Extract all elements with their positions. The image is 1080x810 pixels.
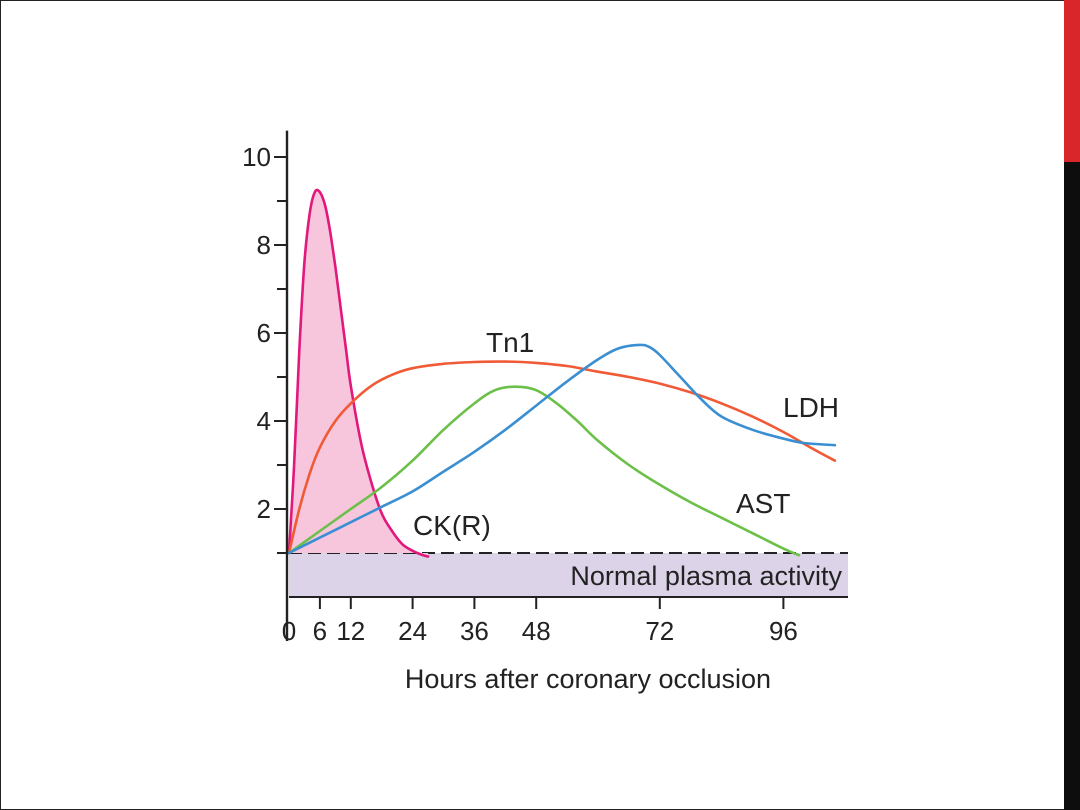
series-label-tn1: Tn1 <box>486 327 534 358</box>
series-label-ast: AST <box>736 488 790 519</box>
x-tick-label-24: 24 <box>398 616 427 646</box>
series-line-tn1 <box>287 360 837 555</box>
y-tick-label-10: 10 <box>242 142 271 172</box>
series-line-ldh <box>287 343 837 555</box>
x-tick-label-96: 96 <box>769 616 798 646</box>
labels-layer: CK(R) Tn1 AST LDH <box>413 327 839 541</box>
series-label-ldh: LDH <box>783 392 839 423</box>
y-tick-label-4: 4 <box>257 406 271 436</box>
normal-band <box>289 553 848 597</box>
side-accent-bar-black <box>1064 0 1080 810</box>
x-tick-label-48: 48 <box>522 616 551 646</box>
side-accent-bar-red <box>1064 0 1080 162</box>
series-line-ck-r <box>287 188 430 558</box>
y-tick-label-2: 2 <box>257 494 271 524</box>
x-tick-label-72: 72 <box>645 616 674 646</box>
y-tick-label-8: 8 <box>257 230 271 260</box>
normal-band-layer: Normal plasma activity <box>289 552 848 598</box>
x-tick-label-12: 12 <box>336 616 365 646</box>
ck-fill-layer <box>289 189 429 557</box>
x-tick-label-36: 36 <box>460 616 489 646</box>
x-tick-label-0: 0 <box>282 616 296 646</box>
series-label-ck-r: CK(R) <box>413 510 491 541</box>
x-tick-label-6: 6 <box>313 616 327 646</box>
series-area-ck-r <box>289 189 429 557</box>
normal-band-label: Normal plasma activity <box>570 561 842 591</box>
x-axis-title: Hours after coronary occlusion <box>405 664 771 694</box>
y-tick-label-6: 6 <box>257 318 271 348</box>
series-lines-layer <box>287 188 837 558</box>
